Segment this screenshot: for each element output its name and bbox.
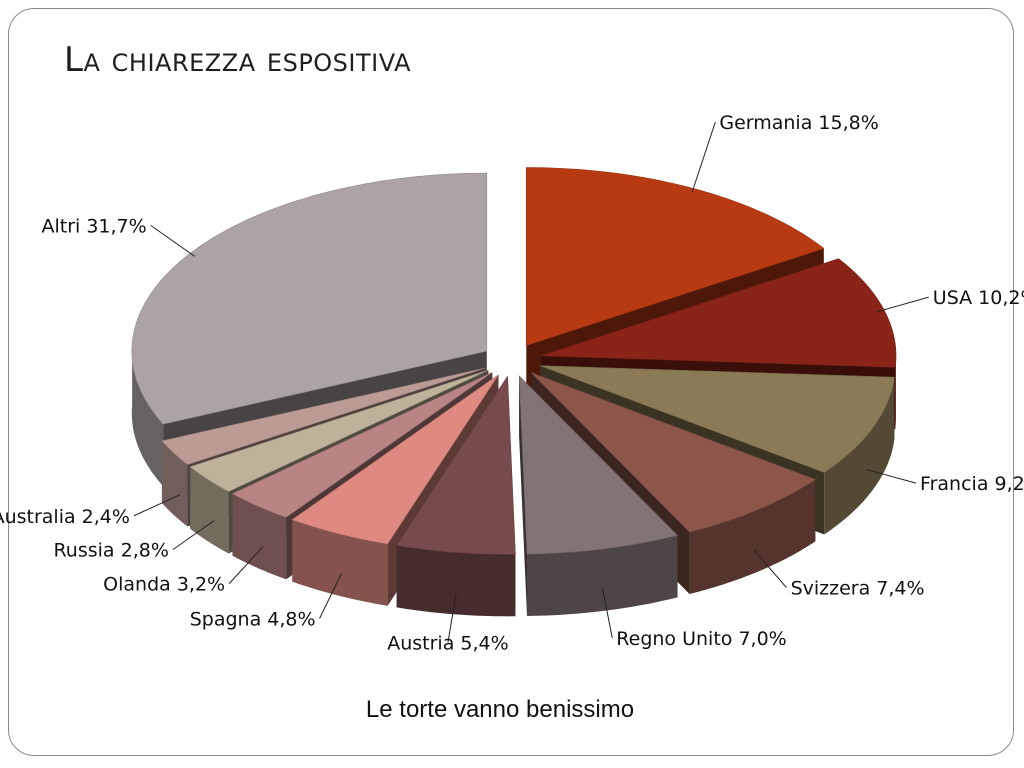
pie-slice-svizzera (530, 372, 816, 533)
pie-slice-side-russia (190, 466, 229, 554)
pie-slice-side-altri (131, 343, 164, 487)
pie-slice-side-spagna (292, 519, 388, 606)
slice-label-usa: USA 10,2% (933, 287, 1024, 309)
leader-line-russia (172, 520, 215, 551)
leader-line-germania (691, 121, 716, 193)
pie-slice-regno-unito (518, 375, 679, 555)
pie-slice-olanda (231, 372, 493, 518)
slice-label-regno-unito: Regno Unito 7,0% (616, 628, 786, 650)
pie-slice-side-francia (824, 377, 895, 535)
leader-line-usa (877, 296, 929, 313)
slide-title: La chiarezza espositiva (64, 40, 412, 80)
pie-slice-side-austria (396, 545, 516, 617)
leader-line-olanda (228, 546, 264, 584)
slice-label-spagna: Spagna 4,8% (190, 608, 316, 630)
pie-slice-germania (526, 167, 825, 346)
leader-line-altri (150, 224, 195, 257)
pie-slice-spagna (291, 374, 499, 545)
slice-label-altri: Altri 31,7% (41, 215, 146, 237)
slice-label-russia: Russia 2,8% (53, 540, 168, 562)
slice-label-germania: Germania 15,8% (719, 112, 878, 134)
slice-label-olanda: Olanda 3,2% (103, 574, 225, 596)
leader-line-australia (133, 494, 181, 517)
pie-slice-wall-regno-unito (519, 376, 528, 616)
pie-slice-side-australia (161, 440, 188, 527)
leader-line-regno-unito (602, 588, 613, 639)
pie-slice-side-svizzera (689, 479, 816, 594)
leader-line-svizzera (753, 549, 787, 589)
pie-slice-side-olanda (232, 493, 287, 580)
pie-slice-side-usa (895, 353, 897, 430)
leader-line-francia (866, 469, 917, 484)
slice-label-australia: Australia 2,4% (0, 506, 130, 528)
slide-caption: Le torte vanno benissimo (365, 696, 635, 723)
pie-slice-side-regno-unito (527, 535, 678, 616)
pie-slice-russia (189, 369, 489, 492)
pie-slice-altri (131, 172, 488, 425)
leader-line-austria (447, 592, 457, 643)
pie-slice-usa (540, 258, 897, 368)
slice-label-austria: Austria 5,4% (387, 632, 508, 654)
leader-line-spagna (319, 573, 342, 619)
slice-label-svizzera: Svizzera 7,4% (791, 578, 925, 600)
slice-label-francia: Francia 9,2% (920, 473, 1024, 495)
pie-slice-austria (396, 375, 516, 555)
pie-slice-francia (540, 365, 895, 473)
pie-slice-australia (161, 367, 486, 465)
